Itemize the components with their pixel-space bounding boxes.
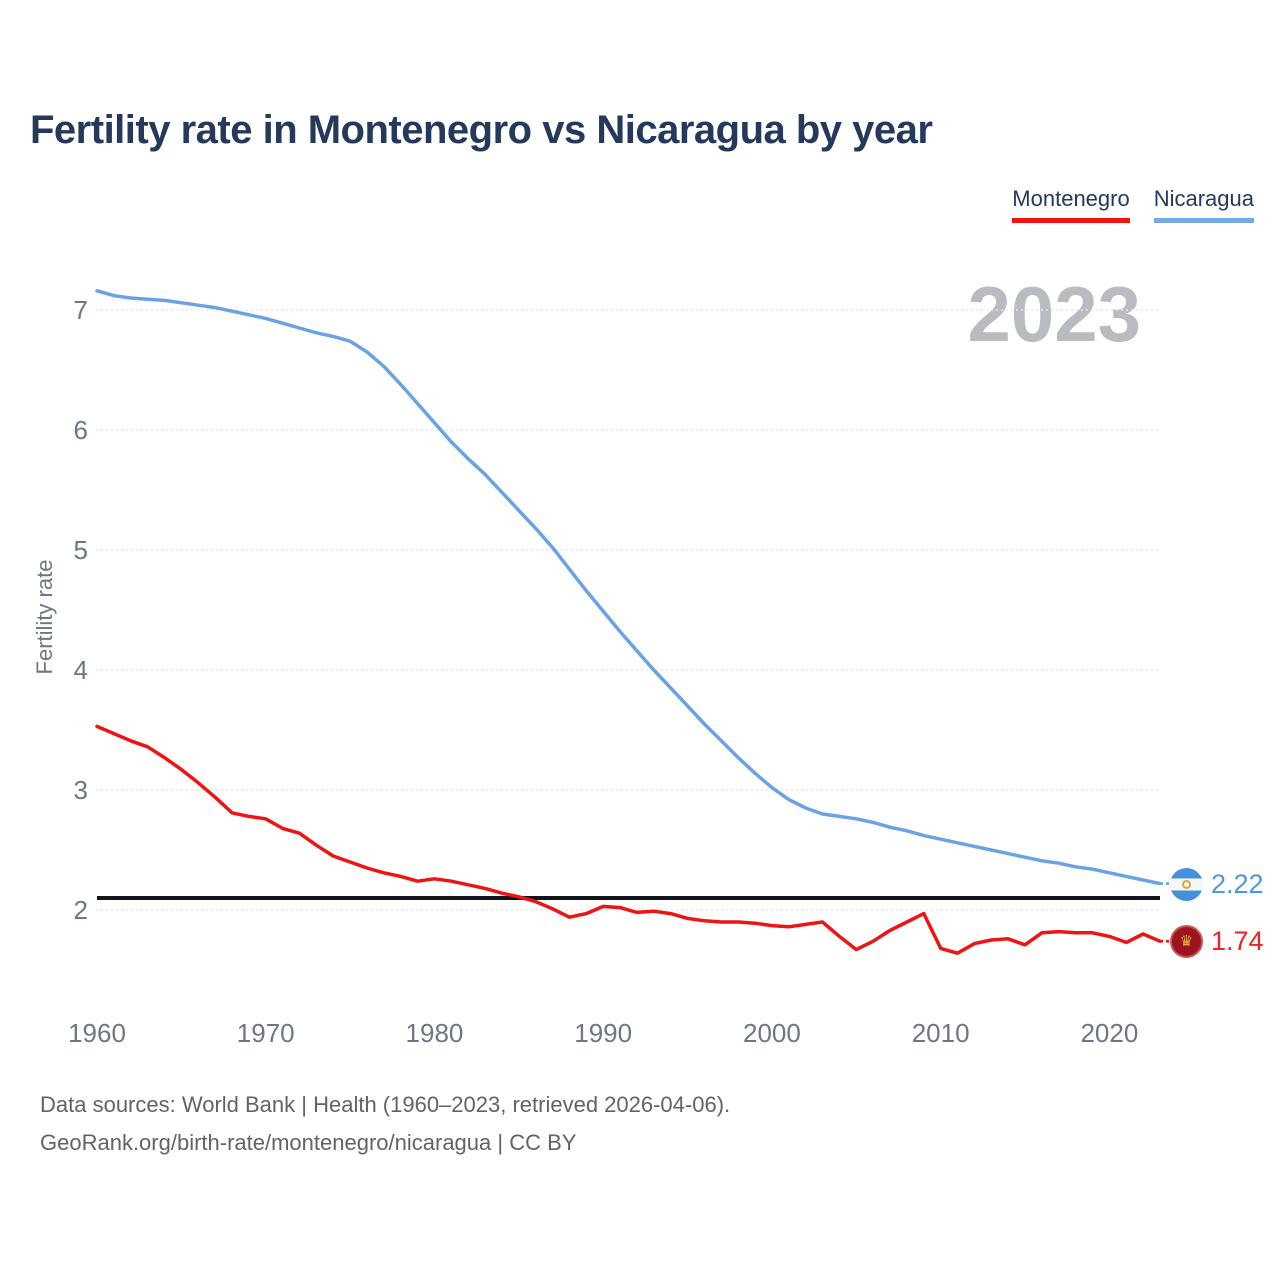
x-tick-label-2020: 2020 xyxy=(1080,1018,1138,1048)
y-tick-label-3: 3 xyxy=(74,775,88,805)
end-label-nicaragua: 2.22 xyxy=(1170,867,1264,901)
y-tick-label-2: 2 xyxy=(74,895,88,925)
series-line-nicaragua xyxy=(95,289,1162,886)
end-label-montenegro: ♛ 1.74 xyxy=(1170,924,1264,958)
legend-item-montenegro[interactable]: Montenegro xyxy=(1012,186,1130,223)
x-tick-label-1980: 1980 xyxy=(406,1018,464,1048)
legend: Montenegro Nicaragua xyxy=(1012,186,1254,223)
y-tick-label-4: 4 xyxy=(74,655,88,685)
nicaragua-emblem-icon xyxy=(1182,879,1191,889)
y-tick-label-7: 7 xyxy=(74,295,88,325)
montenegro-latest-value: 1.74 xyxy=(1211,925,1264,956)
page-title: Fertility rate in Montenegro vs Nicaragu… xyxy=(30,108,933,152)
data-series xyxy=(95,289,1171,955)
x-tick-label-2010: 2010 xyxy=(912,1018,970,1048)
x-tick-label-1970: 1970 xyxy=(237,1018,295,1048)
nicaragua-latest-value: 2.22 xyxy=(1211,868,1264,899)
montenegro-emblem-icon: ♛ xyxy=(1179,931,1194,950)
y-tick-label-6: 6 xyxy=(74,415,88,445)
year-watermark: 2023 xyxy=(967,270,1141,358)
legend-item-nicaragua[interactable]: Nicaragua xyxy=(1153,186,1254,223)
y-axis-title: Fertility rate xyxy=(32,560,57,675)
x-tick-label-1990: 1990 xyxy=(574,1018,632,1048)
x-tick-label-1960: 1960 xyxy=(68,1018,126,1048)
attribution-line: GeoRank.org/birth-rate/montenegro/nicara… xyxy=(40,1130,577,1155)
series-line-montenegro xyxy=(95,724,1162,955)
data-source-line: Data sources: World Bank | Health (1960–… xyxy=(40,1092,731,1117)
nicaragua-flag-icon xyxy=(1170,867,1203,901)
x-tick-label-2000: 2000 xyxy=(743,1018,801,1048)
montenegro-flag-icon: ♛ xyxy=(1170,924,1203,958)
y-tick-label-5: 5 xyxy=(74,535,88,565)
axis-labels: 2 3 4 5 6 7 1960 1970 1980 1990 2000 2010 2020 Fertil… xyxy=(32,295,1138,1048)
gridlines xyxy=(96,309,1160,911)
footer: Data sources: World Bank | Health (1960–… xyxy=(40,1086,730,1162)
